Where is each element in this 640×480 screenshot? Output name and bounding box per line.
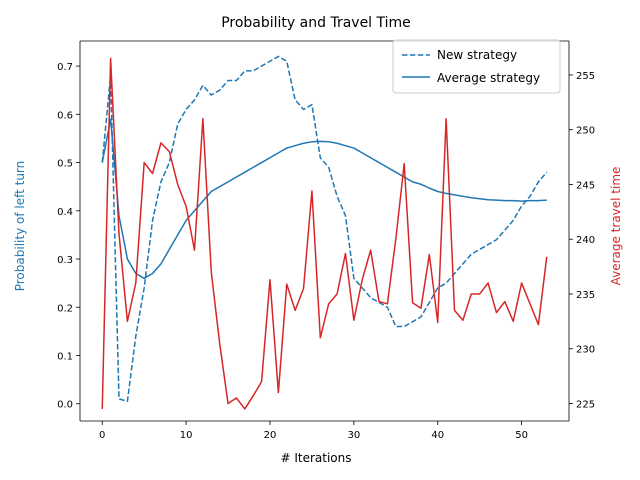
right-y-axis-label: Average travel time bbox=[609, 167, 623, 286]
left-y-axis-label: Probability of left turn bbox=[13, 161, 27, 292]
series-line-average-travel-time bbox=[101, 57, 548, 410]
left-y-tick-label: 0.1 bbox=[57, 351, 73, 362]
right-y-tick-label: 235 bbox=[576, 290, 595, 301]
x-tick-label: 20 bbox=[264, 430, 277, 441]
legend-box bbox=[392, 39, 561, 94]
right-y-tick-label: 230 bbox=[576, 345, 595, 356]
legend: New strategy Average strategy bbox=[392, 39, 561, 94]
left-y-tick-label: 0.7 bbox=[57, 62, 73, 73]
series-line-new-strategy bbox=[101, 55, 548, 403]
x-tick-label: 30 bbox=[347, 430, 360, 441]
right-y-tick-label: 250 bbox=[576, 126, 595, 137]
series-line-average-strategy bbox=[101, 118, 547, 280]
left-y-tick-label: 0.5 bbox=[57, 159, 73, 170]
left-y-tick-label: 0.4 bbox=[57, 207, 73, 218]
legend-label-new-strategy: New strategy bbox=[437, 48, 517, 62]
chart-title: Probability and Travel Time bbox=[221, 15, 411, 31]
x-axis-label: # Iterations bbox=[280, 451, 351, 465]
right-y-tick-label: 240 bbox=[576, 235, 595, 246]
left-y-tick-label: 0.2 bbox=[57, 303, 73, 314]
x-tick-label: 40 bbox=[431, 430, 444, 441]
left-y-tick-label: 0.6 bbox=[57, 110, 73, 121]
x-tick-label: 10 bbox=[180, 430, 193, 441]
series-layer bbox=[101, 55, 548, 410]
ticks-layer: 0 10 20 30 40 50 0.0 0.1 0.2 0.3 0.4 0.5 0.6 0.7 225 23… bbox=[57, 62, 595, 441]
left-y-tick-label: 0.3 bbox=[57, 255, 73, 266]
left-y-tick-label: 0.0 bbox=[57, 400, 73, 411]
right-y-tick-label: 255 bbox=[576, 71, 595, 82]
x-tick-label: 0 bbox=[99, 430, 105, 441]
x-tick-label: 50 bbox=[515, 430, 528, 441]
right-y-tick-label: 245 bbox=[576, 180, 595, 191]
legend-label-average-strategy: Average strategy bbox=[437, 71, 540, 85]
right-y-tick-label: 225 bbox=[576, 399, 595, 410]
